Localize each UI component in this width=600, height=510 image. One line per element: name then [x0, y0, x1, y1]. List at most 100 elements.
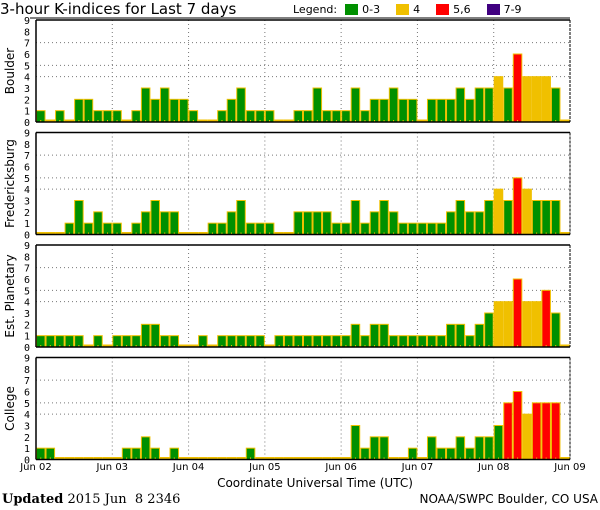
bar-boulder-36	[379, 98, 389, 123]
bar-college-54	[550, 402, 561, 461]
panel-label-boulder: Boulder	[3, 48, 17, 95]
bar-college-46	[474, 436, 485, 461]
bar-boulder-48	[493, 76, 504, 123]
bar-fredericksburg-29	[312, 211, 323, 235]
bar-fredericksburg-33	[350, 200, 361, 235]
y-tick-label: 0	[24, 456, 30, 467]
bar-college-11	[140, 436, 151, 461]
legend: Legend: 0-3 4 5,6 7-9	[293, 3, 530, 16]
bar-fredericksburg-14	[169, 211, 180, 235]
bar-fredericksburg-12	[150, 200, 160, 235]
bar-fredericksburg-36	[379, 200, 389, 235]
bar-boulder-43	[446, 98, 456, 123]
bar-fredericksburg-53	[541, 200, 551, 235]
bar-boulder-54	[550, 87, 561, 123]
bar-college-36	[379, 436, 389, 461]
bar-fredericksburg-27	[293, 211, 304, 235]
bar-fredericksburg-47	[484, 200, 494, 235]
bar-est-planetary-50	[512, 278, 523, 348]
bar-est-planetary-53	[541, 289, 551, 348]
bar-boulder-52	[531, 76, 542, 123]
bar-boulder-4	[74, 98, 84, 123]
legend-swatch-0-3	[345, 4, 359, 15]
bar-boulder-29	[312, 87, 323, 123]
legend-entry-0-3: 0-3	[362, 3, 381, 16]
x-tick-label: Jun 02	[19, 462, 52, 473]
bar-est-planetary-11	[140, 323, 151, 348]
bar-college-50	[512, 391, 523, 460]
x-tick-label: Jun 04	[172, 462, 205, 473]
x-tick-label: Jun 06	[324, 462, 357, 473]
legend-entry-5-6: 5,6	[453, 3, 471, 16]
bar-boulder-11	[140, 87, 151, 123]
bar-est-planetary-36	[379, 323, 389, 348]
y-tick-label: 1	[24, 219, 30, 230]
y-tick-label: 6	[24, 163, 30, 174]
bar-boulder-49	[503, 87, 513, 123]
updated-label: Updated	[2, 492, 64, 507]
bar-boulder-35	[369, 98, 380, 123]
bar-boulder-12	[150, 98, 160, 123]
bar-college-48	[493, 425, 504, 460]
y-tick-label: 0	[24, 118, 30, 129]
y-tick-label: 3	[24, 197, 30, 208]
bar-boulder-42	[436, 98, 447, 123]
bar-boulder-14	[169, 98, 180, 123]
y-tick-label: 5	[24, 399, 30, 410]
y-tick-label: 1	[24, 444, 30, 455]
bar-fredericksburg-28	[303, 211, 313, 235]
y-tick-label: 7	[24, 264, 30, 275]
y-tick-label: 1	[24, 107, 30, 118]
y-tick-label: 6	[24, 388, 30, 399]
y-tick-label: 3	[24, 309, 30, 320]
legend-entry-4: 4	[413, 3, 421, 16]
credit: NOAA/SWPC Boulder, CO USA	[419, 492, 598, 506]
bar-est-planetary-12	[150, 323, 160, 348]
y-tick-label: 2	[24, 320, 30, 331]
bar-fredericksburg-46	[474, 211, 485, 235]
updated-value: 2015 Jun 8 2346	[67, 492, 181, 507]
bar-fredericksburg-11	[140, 211, 151, 235]
bar-boulder-33	[350, 87, 361, 123]
bar-fredericksburg-52	[531, 200, 542, 235]
bar-college-44	[455, 436, 466, 461]
bar-fredericksburg-48	[493, 188, 504, 236]
x-axis-label: Coordinate Universal Time (UTC)	[217, 476, 413, 490]
y-tick-label: 9	[24, 129, 30, 140]
legend-entry-7-9: 7-9	[503, 3, 522, 16]
bar-college-49	[503, 402, 513, 461]
y-tick-label: 4	[24, 73, 30, 84]
y-tick-label: 4	[24, 298, 30, 309]
bar-fredericksburg-50	[512, 177, 523, 235]
y-tick-label: 4	[24, 185, 30, 196]
bar-boulder-15	[179, 98, 189, 123]
y-tick-label: 9	[24, 241, 30, 252]
legend-swatch-5-6	[436, 4, 450, 15]
bar-college-33	[350, 425, 361, 460]
x-tick-label: Jun 03	[96, 462, 129, 473]
y-tick-label: 1	[24, 332, 30, 343]
bar-fredericksburg-51	[522, 188, 532, 236]
bar-boulder-41	[426, 98, 437, 123]
bar-est-planetary-44	[455, 323, 466, 348]
y-tick-label: 9	[24, 16, 30, 27]
y-tick-label: 2	[24, 95, 30, 106]
bar-boulder-5	[83, 98, 94, 123]
bar-fredericksburg-49	[503, 200, 513, 235]
y-tick-label: 0	[24, 231, 30, 242]
y-tick-label: 5	[24, 286, 30, 297]
y-tick-label: 6	[24, 50, 30, 61]
legend-swatch-7-9	[486, 4, 500, 15]
legend-label: Legend:	[293, 3, 338, 16]
bar-fredericksburg-45	[465, 211, 475, 235]
bar-college-35	[369, 436, 380, 461]
bar-boulder-47	[484, 87, 494, 123]
bar-boulder-21	[236, 87, 246, 123]
bar-fredericksburg-20	[226, 211, 237, 235]
x-tick-label: Jun 07	[401, 462, 434, 473]
x-tick-label: Jun 09	[553, 462, 586, 473]
bar-fredericksburg-30	[322, 211, 332, 235]
bar-boulder-37	[388, 87, 399, 123]
bar-est-planetary-48	[493, 301, 504, 348]
